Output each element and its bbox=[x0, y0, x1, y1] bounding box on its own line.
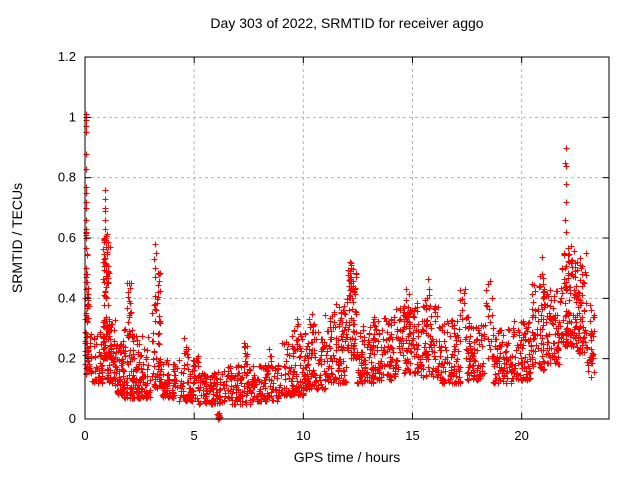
axis-ticks bbox=[84, 56, 609, 420]
x-tick-label: 20 bbox=[514, 428, 528, 443]
y-tick-label: 0 bbox=[69, 411, 76, 426]
x-tick-label: 0 bbox=[81, 428, 88, 443]
x-tick-label: 15 bbox=[405, 428, 419, 443]
y-tick-label: 0.2 bbox=[58, 351, 76, 366]
y-tick-label: 1 bbox=[69, 109, 76, 124]
y-tick-label: 0.6 bbox=[58, 230, 76, 245]
x-axis-label: GPS time / hours bbox=[293, 449, 401, 465]
tick-labels: 0 5 10 15 20 0 0.2 0.4 0.6 0.8 1 1.2 bbox=[58, 49, 529, 443]
y-tick-label: 0.4 bbox=[58, 290, 76, 305]
y-axis-label: SRMTID / TECUs bbox=[9, 182, 25, 294]
x-tick-label: 10 bbox=[296, 428, 310, 443]
x-tick-label: 5 bbox=[191, 428, 198, 443]
chart-title: Day 303 of 2022, SRMTID for receiver agg… bbox=[210, 15, 484, 31]
y-tick-label: 0.8 bbox=[58, 170, 76, 185]
y-tick-label: 1.2 bbox=[58, 49, 76, 64]
data-points bbox=[82, 111, 598, 423]
